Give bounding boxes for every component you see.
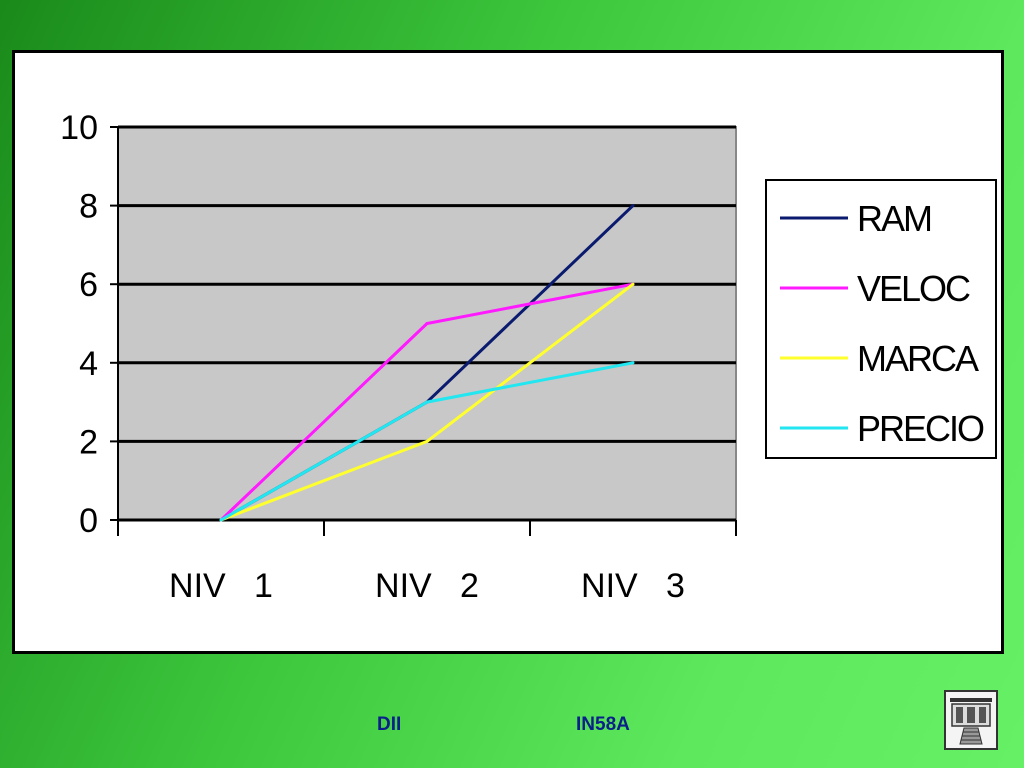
legend-box [765,179,997,459]
y-tick-label: 6 [79,266,98,304]
data-point-precio [425,400,429,404]
data-point-veloc [425,322,429,325]
building-logo-icon [944,690,998,750]
data-point-precio [219,518,223,522]
y-tick-label: 8 [79,188,98,226]
y-tick-label: 2 [79,423,98,461]
legend-label-veloc: VELOC [857,268,970,309]
legend-label-ram: RAM [857,198,931,239]
x-tick-label: NIV 1 [169,567,273,605]
x-tick-label: NIV 2 [375,567,479,605]
legend-label-marca: MARCA [857,338,979,379]
data-point-ram [631,204,635,208]
data-point-marca [425,439,429,443]
legend-label-precio: PRECIO [857,408,984,449]
data-point-precio [631,361,635,365]
data-point-marca [631,282,635,286]
x-tick-label: NIV 3 [581,567,685,605]
y-tick-label: 0 [79,502,98,540]
y-tick-label: 10 [60,109,98,147]
footer-dii: DII [377,714,402,735]
footer-course-code: IN58A [576,714,630,735]
y-tick-label: 4 [79,345,98,383]
